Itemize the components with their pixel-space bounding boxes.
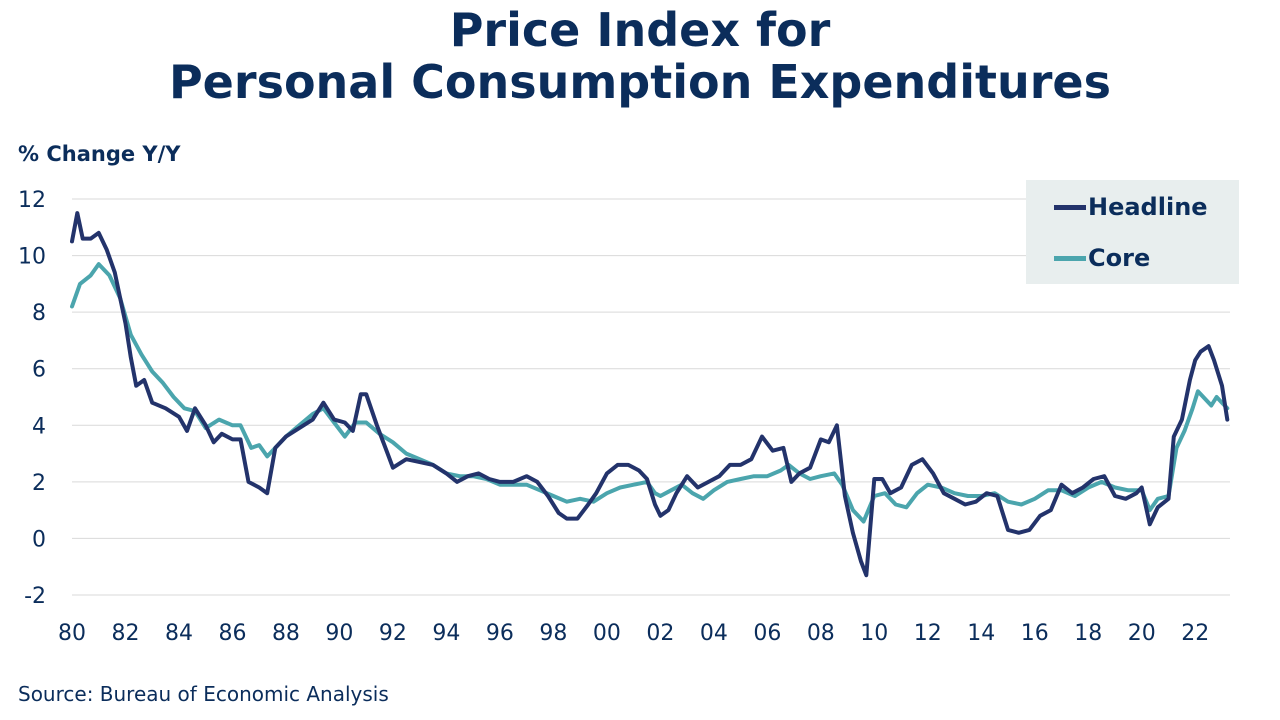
x-tick-label: 12 — [914, 621, 942, 646]
y-axis-label: % Change Y/Y — [18, 142, 181, 166]
legend-label-headline: Headline — [1088, 193, 1208, 221]
y-tick-label: 8 — [32, 301, 46, 326]
chart-title-line-1: Price Index for — [449, 3, 831, 57]
x-tick-label: 80 — [58, 621, 86, 646]
y-tick-labels: -2 0 2 4 6 8 10 12 — [18, 188, 46, 609]
x-tick-label: 18 — [1074, 621, 1102, 646]
y-tick-label: 12 — [18, 188, 46, 213]
x-tick-labels: 80 82 84 86 88 90 92 94 96 98 00 02 04 06 08 10 12 14 16 18… — [58, 621, 1209, 646]
y-tick-label: 6 — [32, 358, 46, 383]
x-tick-label: 88 — [272, 621, 300, 646]
series-lines — [70, 211, 1230, 578]
legend-swatch-core — [1054, 255, 1086, 261]
x-tick-label: 86 — [218, 621, 246, 646]
legend-item-headline: Headline — [1054, 192, 1208, 222]
x-tick-label: 04 — [700, 621, 728, 646]
legend-item-core: Core — [1054, 243, 1150, 273]
x-tick-label: 82 — [111, 621, 139, 646]
y-tick-label: -2 — [24, 584, 46, 609]
legend-label-core: Core — [1088, 244, 1151, 272]
x-tick-label: 08 — [807, 621, 835, 646]
x-tick-label: 06 — [753, 621, 781, 646]
x-tick-label: 90 — [325, 621, 353, 646]
source-note: Source: Bureau of Economic Analysis — [18, 682, 389, 706]
x-tick-label: 94 — [432, 621, 460, 646]
x-tick-label: 16 — [1021, 621, 1049, 646]
y-tick-label: 10 — [18, 245, 46, 270]
series-line-headline — [70, 211, 1230, 578]
y-tick-label: 2 — [32, 471, 46, 496]
x-tick-label: 00 — [593, 621, 621, 646]
legend: Headline Core — [1026, 180, 1239, 284]
x-tick-label: 02 — [646, 621, 674, 646]
legend-swatch-headline — [1054, 204, 1086, 210]
x-tick-label: 98 — [539, 621, 567, 646]
x-tick-label: 92 — [379, 621, 407, 646]
x-tick-label: 84 — [165, 621, 193, 646]
x-tick-label: 96 — [486, 621, 514, 646]
x-tick-label: 20 — [1128, 621, 1156, 646]
chart-title: Price Index for Personal Consumption Exp… — [0, 4, 1280, 108]
x-tick-label: 10 — [860, 621, 888, 646]
chart-title-line-2: Personal Consumption Expenditures — [168, 55, 1112, 109]
x-tick-label: 22 — [1181, 621, 1209, 646]
x-tick-label: 14 — [967, 621, 995, 646]
y-tick-label: 4 — [32, 414, 46, 439]
grid-lines — [72, 198, 1230, 596]
y-tick-label: 0 — [32, 527, 46, 552]
